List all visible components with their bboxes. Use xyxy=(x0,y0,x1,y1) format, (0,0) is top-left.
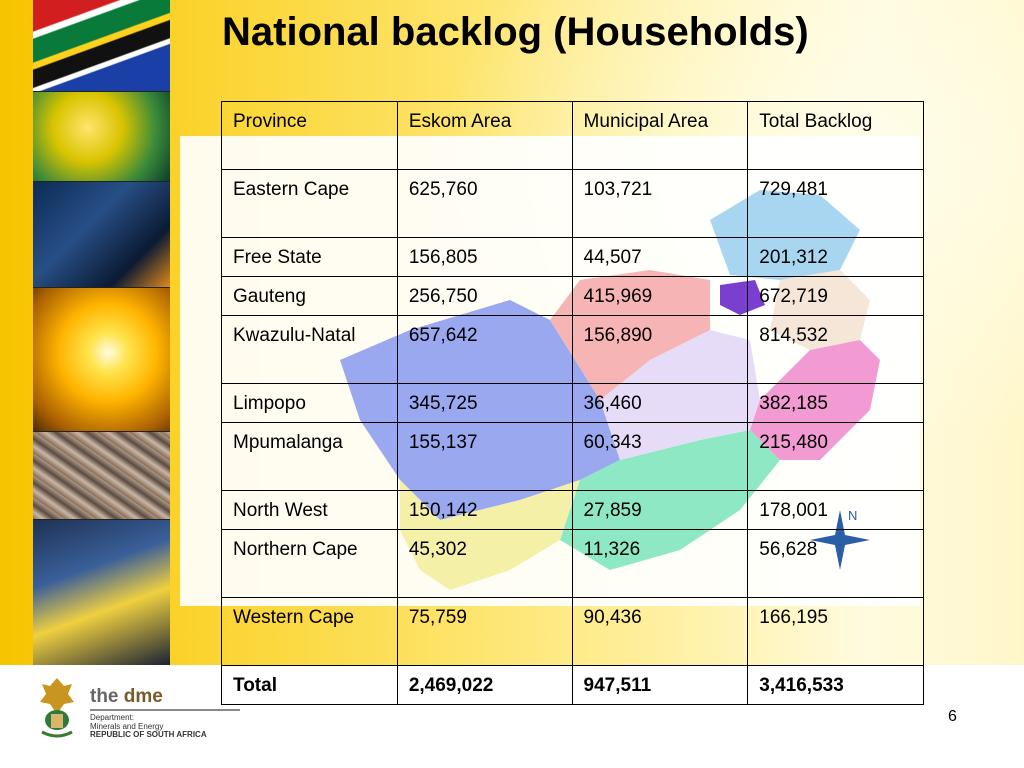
cell-province: Free State xyxy=(221,237,398,277)
cell-total-label: Total xyxy=(221,665,398,705)
header-municipal-area: Municipal Area xyxy=(571,101,749,170)
cell-eskom: 657,642 xyxy=(396,315,573,384)
cell-municipal: 90,436 xyxy=(571,597,749,666)
dme-country-line: REPUBLIC OF SOUTH AFRICA xyxy=(90,730,207,739)
dme-divider xyxy=(90,709,240,711)
cell-eskom: 150,142 xyxy=(396,490,573,530)
cell-eskom: 345,725 xyxy=(396,383,573,423)
power-line-sun-photo xyxy=(33,288,170,432)
cell-total: 166,195 xyxy=(747,597,924,666)
cell-province: Kwazulu-Natal xyxy=(221,315,398,384)
cell-total: 382,185 xyxy=(747,383,924,423)
cell-municipal: 103,721 xyxy=(571,169,749,238)
dme-wordmark-name: dme xyxy=(123,686,163,707)
dme-wordmark: the dme xyxy=(90,686,163,708)
cell-total: 178,001 xyxy=(747,490,924,530)
cell-municipal: 11,326 xyxy=(571,529,749,598)
cell-total: 201,312 xyxy=(747,237,924,277)
header-eskom-area: Eskom Area xyxy=(396,101,573,170)
cell-eskom: 75,759 xyxy=(396,597,573,666)
table-row: North West 150,142 27,859 178,001 xyxy=(221,490,924,530)
slide-title: National backlog (Households) xyxy=(222,10,809,54)
cell-eskom: 625,760 xyxy=(396,169,573,238)
dme-wordmark-prefix: the xyxy=(90,686,124,707)
cell-total: 814,532 xyxy=(747,315,924,384)
photo-strip xyxy=(33,0,170,665)
table-row: Eastern Cape 625,760 103,721 729,481 xyxy=(221,169,924,238)
dme-logo: the dme Department: Minerals and Energy … xyxy=(30,672,240,752)
cell-eskom: 155,137 xyxy=(396,422,573,491)
cell-province: Limpopo xyxy=(221,383,398,423)
cell-municipal: 415,969 xyxy=(571,276,749,316)
cell-province: Eastern Cape xyxy=(221,169,398,238)
header-total-backlog: Total Backlog xyxy=(747,101,924,170)
table-header-row: Province Eskom Area Municipal Area Total… xyxy=(221,101,924,170)
worker-photo xyxy=(33,182,170,288)
cell-total-municipal: 947,511 xyxy=(571,665,749,705)
cell-total-eskom: 2,469,022 xyxy=(396,665,573,705)
table-total-row: Total 2,469,022 947,511 3,416,533 xyxy=(221,665,924,705)
backlog-table: Province Eskom Area Municipal Area Total… xyxy=(221,101,924,705)
table-row: Free State 156,805 44,507 201,312 xyxy=(221,237,924,277)
table-row: Limpopo 345,725 36,460 382,185 xyxy=(221,383,924,423)
table-row: Kwazulu-Natal 657,642 156,890 814,532 xyxy=(221,315,924,384)
cell-eskom: 45,302 xyxy=(396,529,573,598)
flag-photo xyxy=(33,0,170,92)
cell-municipal: 60,343 xyxy=(571,422,749,491)
cell-total-backlog: 3,416,533 xyxy=(747,665,924,705)
oil-drop-photo xyxy=(33,92,170,182)
cell-eskom: 156,805 xyxy=(396,237,573,277)
cell-municipal: 36,460 xyxy=(571,383,749,423)
cell-eskom: 256,750 xyxy=(396,276,573,316)
table-row: Western Cape 75,759 90,436 166,195 xyxy=(221,597,924,666)
cell-total: 215,480 xyxy=(747,422,924,491)
table-row: Northern Cape 45,302 11,326 56,628 xyxy=(221,529,924,598)
dme-department-line: Department: xyxy=(90,713,135,722)
cell-province: Western Cape xyxy=(221,597,398,666)
cell-total: 56,628 xyxy=(747,529,924,598)
mineral-rock-photo xyxy=(33,432,170,520)
table-row: Mpumalanga 155,137 60,343 215,480 xyxy=(221,422,924,491)
dme-ministry-line: Minerals and Energy xyxy=(90,722,164,731)
cell-municipal: 156,890 xyxy=(571,315,749,384)
cell-total: 729,481 xyxy=(747,169,924,238)
cell-total: 672,719 xyxy=(747,276,924,316)
cell-municipal: 44,507 xyxy=(571,237,749,277)
cell-province: Gauteng xyxy=(221,276,398,316)
table-row: Gauteng 256,750 415,969 672,719 xyxy=(221,276,924,316)
miner-photo xyxy=(33,520,170,665)
cell-province: Northern Cape xyxy=(221,529,398,598)
header-province: Province xyxy=(221,101,398,170)
cell-municipal: 27,859 xyxy=(571,490,749,530)
page-number: 6 xyxy=(948,708,957,725)
coat-of-arms-icon xyxy=(40,678,74,738)
cell-province: Mpumalanga xyxy=(221,422,398,491)
cell-province: North West xyxy=(221,490,398,530)
